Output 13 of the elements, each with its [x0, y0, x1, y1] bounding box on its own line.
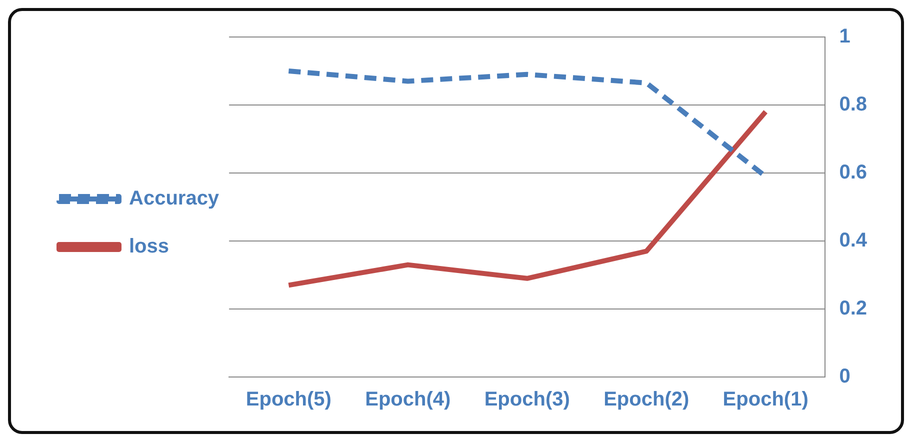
x-tick-label: Epoch(2): [604, 388, 690, 411]
y-tick-label: 0.8: [839, 94, 868, 116]
x-tick-label: Epoch(5): [246, 388, 332, 411]
y-tick-label: 0.2: [839, 298, 868, 320]
y-tick-label: 0: [839, 366, 850, 388]
y-tick-label: 0.4: [839, 230, 868, 252]
x-tick-label: Epoch(1): [722, 388, 808, 411]
y-tick-label: 1: [839, 26, 850, 48]
x-tick-label: Epoch(3): [484, 388, 570, 411]
legend-label: Accuracy: [129, 188, 220, 210]
x-tick-label: Epoch(4): [365, 388, 451, 411]
y-tick-label: 0.6: [839, 162, 868, 184]
legend-label: loss: [129, 236, 170, 258]
